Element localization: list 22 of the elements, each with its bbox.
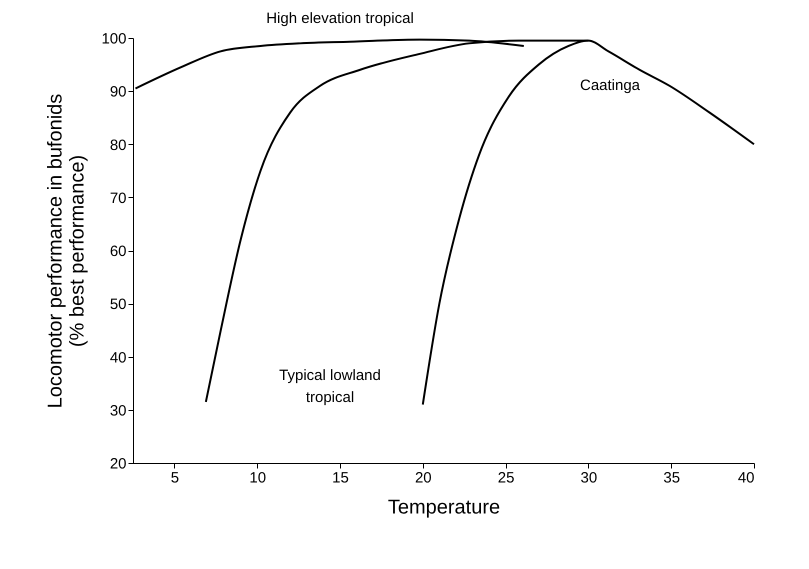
x-axis-title: Temperature	[388, 496, 500, 518]
y-tick-label: 90	[110, 84, 126, 101]
text: High elevation tropical	[266, 10, 414, 27]
y-tick-label: 100	[101, 30, 126, 48]
x-tick-label: 40	[738, 470, 754, 486]
x-tick-label: 5	[170, 470, 180, 486]
y-tick-label: 80	[110, 136, 126, 154]
annotation: Caatinga	[580, 77, 641, 94]
x-tick-label: 30	[580, 470, 598, 486]
y-tick-label: 20	[110, 456, 126, 472]
y-tick-label: 30	[110, 402, 126, 420]
x-tick-label: 35	[663, 470, 680, 486]
annotation: Typical lowland tropical	[279, 367, 381, 406]
y-tick-label: 40	[110, 349, 126, 366]
x-tick-label: 10	[249, 470, 266, 486]
y-tick-label: 50	[110, 296, 126, 314]
x-tick-label: 15	[332, 470, 349, 486]
y-tick-label: 70	[110, 190, 126, 207]
y-tick-label: 60	[110, 243, 126, 260]
y-axis-title: Locomotor performance in bufonids (% best performance)	[44, 94, 88, 408]
x-tick-label: 25	[498, 470, 514, 486]
x-tick-label: 20	[414, 470, 432, 486]
